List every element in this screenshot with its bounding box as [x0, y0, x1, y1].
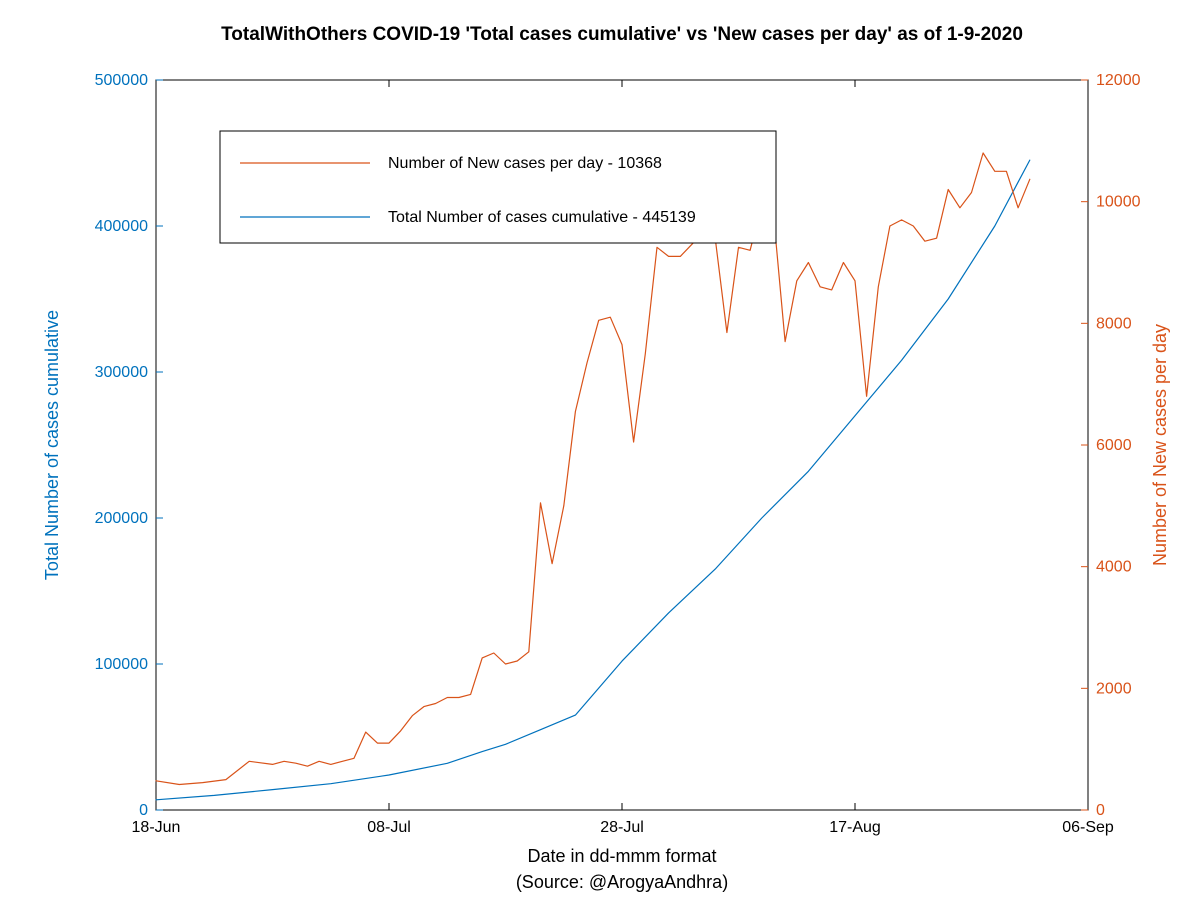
x-tick-label: 08-Jul: [367, 819, 411, 836]
x-axis-label-line2: (Source: @ArogyaAndhra): [516, 872, 728, 892]
chart-title: TotalWithOthers COVID-19 'Total cases cu…: [221, 24, 1023, 45]
legend-label: Number of New cases per day - 10368: [388, 155, 662, 172]
y-left-tick-label: 400000: [95, 218, 148, 235]
x-tick-label: 28-Jul: [600, 819, 644, 836]
legend-label: Total Number of cases cumulative - 44513…: [388, 209, 696, 226]
y-right-tick-label: 6000: [1096, 437, 1132, 454]
y-left-tick-label: 200000: [95, 510, 148, 527]
y-right-axis-label: Number of New cases per day: [1150, 324, 1170, 566]
y-right-tick-label: 2000: [1096, 680, 1132, 697]
chart-container: 18-Jun 08-Jul 28-Jul 17-Aug 06-Sep Date in dd…: [0, 0, 1200, 900]
y-left-tick-label: 0: [139, 802, 148, 819]
chart-svg: 18-Jun 08-Jul 28-Jul 17-Aug 06-Sep Date in dd…: [0, 0, 1200, 900]
y-left-tick-label: 300000: [95, 364, 148, 381]
y-right-tick-label: 0: [1096, 802, 1105, 819]
y-left-tick-label: 500000: [95, 72, 148, 89]
y-right-tick-label: 8000: [1096, 315, 1132, 332]
legend-box: [220, 131, 776, 243]
y-right-tick-label: 12000: [1096, 72, 1141, 89]
x-axis-label-line1: Date in dd-mmm format: [527, 846, 716, 866]
x-tick-label: 17-Aug: [829, 819, 881, 836]
y-right-tick-label: 4000: [1096, 559, 1132, 576]
x-tick-label: 18-Jun: [132, 819, 181, 836]
y-left-tick-label: 100000: [95, 656, 148, 673]
y-right-tick-label: 10000: [1096, 194, 1141, 211]
y-left-axis-label: Total Number of cases cumulative: [42, 310, 62, 580]
x-tick-label: 06-Sep: [1062, 819, 1114, 836]
